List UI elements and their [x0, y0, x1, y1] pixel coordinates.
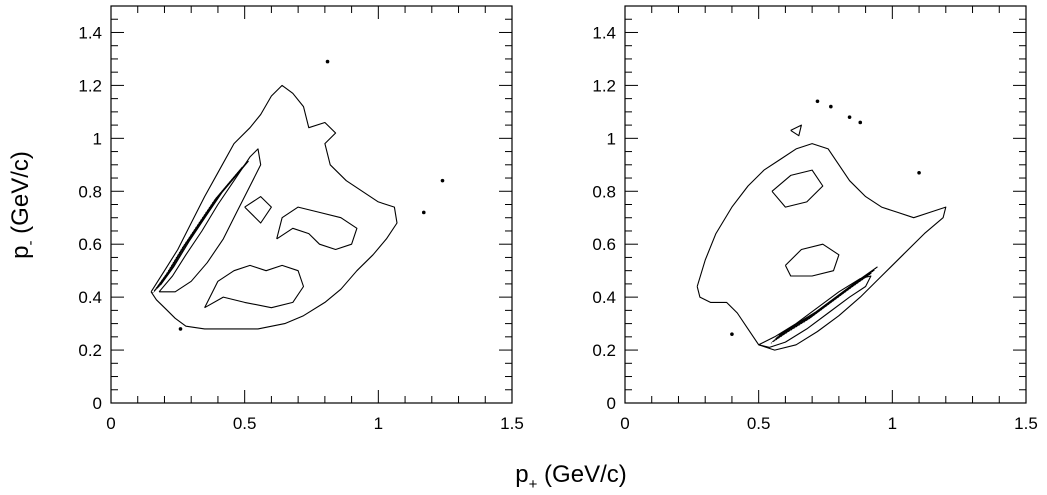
- y-tick-label: 0.4: [78, 288, 102, 307]
- y-tick-label: 1.2: [592, 76, 616, 95]
- contour-line: [771, 169, 824, 208]
- dense-contour-line: [153, 166, 243, 292]
- contour-point: [325, 59, 330, 64]
- y-tick-label: 0: [607, 394, 616, 413]
- x-tick-label: 1: [888, 414, 897, 433]
- right-contour-panel: 0 0.5 1 1.5 0 0.2 0.4 0.6 0.8 1 1.2 1.4: [592, 5, 1038, 433]
- contour-point: [730, 332, 734, 336]
- plot-frame: [110, 5, 513, 404]
- contour-line: [158, 148, 262, 293]
- dense-contour-line: [778, 266, 878, 337]
- x-axis-title: p+ (GeV/c): [515, 461, 626, 493]
- x-axis-title-main: p: [515, 461, 528, 488]
- y-axis-title: p- (GeV/c): [7, 151, 39, 259]
- x-tick-label: 0.5: [233, 414, 257, 433]
- x-tick-label: 1.5: [1014, 414, 1038, 433]
- y-axis-title-unit: (GeV/c): [7, 151, 34, 240]
- y-tick-label: 0.8: [592, 182, 616, 201]
- contour-line: [244, 196, 272, 224]
- x-axis-title-subscript: +: [529, 476, 538, 493]
- dense-contour-line: [772, 272, 872, 343]
- contour-point: [829, 104, 833, 109]
- contour-point: [858, 120, 863, 125]
- contour-point: [178, 327, 183, 331]
- y-tick-label: 0.6: [592, 235, 616, 254]
- dense-contour-line: [775, 269, 875, 340]
- y-tick-label: 0.2: [592, 341, 616, 360]
- y-tick-label: 1.4: [78, 23, 102, 42]
- y-axis-title-subscript: -: [22, 240, 39, 245]
- left-contour-panel: 0 0.5 1 1.5 0 0.2 0.4 0.6 0.8 1 1.2 1.4: [78, 5, 524, 433]
- y-tick-label: 0.2: [78, 341, 102, 360]
- contour-line: [204, 264, 305, 309]
- x-tick-label: 0: [106, 414, 115, 433]
- y-tick-label: 0.6: [78, 235, 102, 254]
- y-tick-label: 0: [93, 394, 102, 413]
- y-tick-label: 1: [607, 129, 616, 148]
- x-tick-label: 1: [374, 414, 383, 433]
- contour-line: [696, 143, 947, 351]
- y-tick-label: 0.8: [78, 182, 102, 201]
- plot-frame: [624, 5, 1027, 404]
- contour-point: [847, 115, 852, 119]
- dense-contour-line: [770, 274, 871, 344]
- contour-line: [784, 243, 840, 277]
- x-tick-label: 1.5: [500, 414, 524, 433]
- x-axis-title-unit: (GeV/c): [537, 461, 626, 488]
- contour-line: [758, 275, 872, 348]
- x-tick-label: 0: [620, 414, 629, 433]
- contour-line: [150, 84, 398, 330]
- contour-line: [276, 206, 358, 251]
- y-tick-label: 1: [93, 129, 102, 148]
- y-tick-label: 1.4: [592, 23, 616, 42]
- y-tick-label: 0.4: [592, 288, 616, 307]
- contour-line: [790, 124, 802, 137]
- contour-point: [815, 99, 820, 104]
- dense-contour-line: [152, 168, 242, 294]
- y-tick-label: 1.2: [78, 76, 102, 95]
- contour-point: [440, 178, 445, 183]
- contour-point: [421, 210, 426, 215]
- y-axis-title-main: p: [7, 245, 34, 258]
- x-tick-label: 0.5: [747, 414, 771, 433]
- contour-point: [917, 170, 921, 175]
